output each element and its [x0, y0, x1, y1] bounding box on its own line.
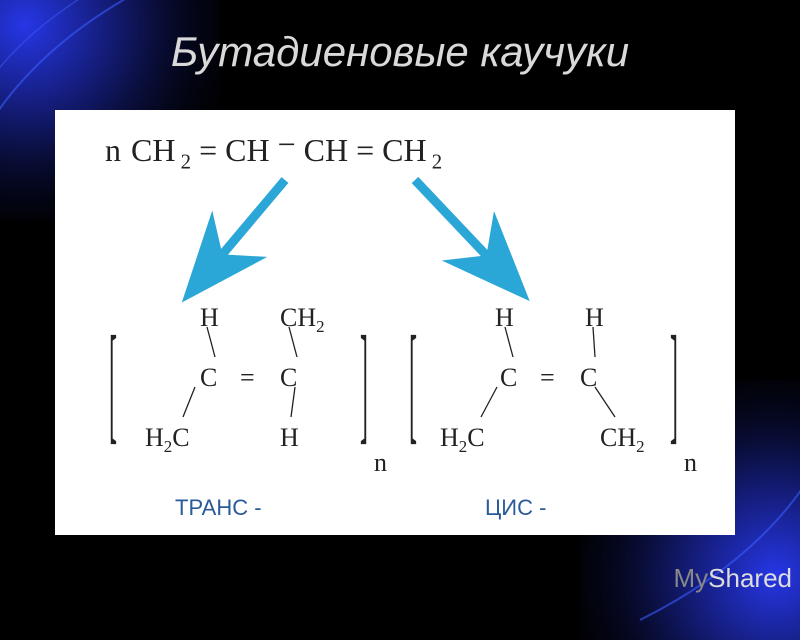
slide-title: Бутадиеновые каучуки [0, 28, 800, 76]
chemistry-diagram: nCH 2 = CH − CH = CH 2 []nHCH2C=CH2CH ТР… [55, 110, 735, 535]
trans-structure: []nHCH2C=CH2CH [115, 305, 370, 470]
cis-structure: []nHHC=CH2CCH2 [415, 305, 680, 470]
trans-label: ТРАНС - [175, 495, 262, 521]
watermark-gray: My [673, 563, 708, 593]
cis-label: ЦИС - [485, 495, 546, 521]
watermark: MyShared [673, 563, 792, 594]
watermark-white: Shared [708, 563, 792, 593]
